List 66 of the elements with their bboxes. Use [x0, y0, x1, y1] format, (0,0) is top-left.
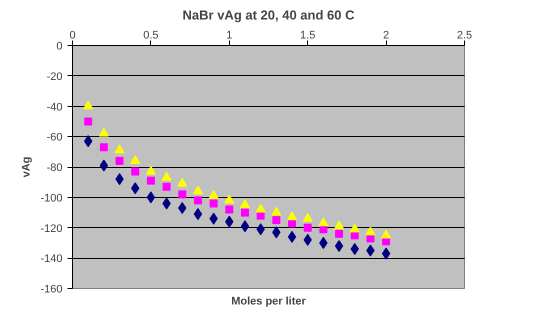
point — [318, 218, 328, 226]
point — [194, 196, 202, 204]
point — [302, 212, 313, 222]
y-tick-label: -120 — [40, 222, 63, 235]
point — [210, 199, 218, 208]
point — [209, 212, 218, 225]
point — [334, 220, 344, 230]
point — [208, 190, 219, 199]
y-tick-label: -20 — [46, 70, 63, 83]
point — [334, 240, 344, 252]
point — [366, 244, 375, 257]
point — [116, 156, 124, 165]
chart-title: NaBr vAg at 20, 40 and 60 C — [182, 8, 356, 22]
point — [319, 236, 328, 249]
point — [192, 186, 203, 194]
point — [350, 224, 360, 232]
point — [83, 100, 94, 110]
point — [240, 199, 250, 208]
point — [114, 144, 125, 154]
point — [100, 143, 108, 152]
y-tick-label: -100 — [40, 192, 63, 204]
point — [225, 206, 234, 214]
point — [178, 190, 186, 198]
point — [304, 224, 312, 232]
point — [256, 223, 265, 236]
point — [288, 230, 296, 243]
point — [162, 182, 171, 191]
point — [335, 230, 344, 238]
x-tick-label: 2 — [383, 30, 390, 42]
point — [177, 178, 188, 187]
point — [240, 208, 249, 217]
y-tick-label: -80 — [46, 162, 63, 174]
point — [98, 128, 109, 137]
point — [146, 166, 156, 175]
point — [365, 226, 376, 236]
y-tick-label: -40 — [46, 101, 63, 114]
x-tick-label: 0.5 — [143, 30, 159, 42]
point — [287, 211, 298, 220]
point — [100, 159, 108, 172]
point — [115, 173, 124, 186]
point — [162, 172, 172, 181]
y-tick-label: 0 — [56, 40, 63, 52]
x-tick-label: 1.5 — [300, 30, 316, 42]
point — [272, 216, 280, 224]
point — [130, 155, 140, 164]
x-tick-label: 0 — [69, 30, 76, 42]
point — [131, 168, 140, 176]
x-axis-title: Moles per liter — [231, 296, 307, 308]
x-tick-label: 1 — [226, 30, 232, 42]
point — [381, 230, 392, 238]
point — [84, 117, 92, 126]
x-tick-label: 2.5 — [456, 30, 472, 42]
y-axis-title: vAg — [20, 156, 32, 178]
point — [224, 194, 234, 204]
point — [272, 226, 281, 238]
point — [146, 176, 155, 185]
point — [256, 204, 266, 213]
point — [146, 191, 156, 204]
point — [382, 248, 390, 260]
y-tick-label: -60 — [46, 132, 63, 144]
point — [271, 206, 282, 216]
point — [194, 208, 202, 220]
point — [162, 197, 171, 210]
y-tick-label: -140 — [40, 253, 63, 266]
y-tick-label: -160 — [40, 284, 63, 296]
point — [240, 220, 250, 232]
